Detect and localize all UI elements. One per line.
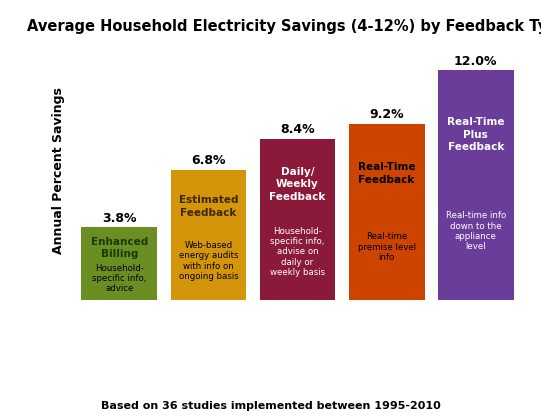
Text: Estimated
Feedback: Estimated Feedback	[179, 195, 238, 218]
Text: 6.8%: 6.8%	[191, 154, 226, 167]
Text: Enhanced
Billing: Enhanced Billing	[91, 236, 148, 259]
Text: Real-Time
Plus
Feedback: Real-Time Plus Feedback	[447, 117, 505, 152]
Text: 8.4%: 8.4%	[280, 123, 315, 136]
Bar	[438, 70, 513, 300]
Bar	[170, 170, 246, 300]
Text: Web-based
energy audits
with info on
ongoing basis: Web-based energy audits with info on ong…	[179, 241, 239, 281]
Text: Daily/
Weekly
Feedback: Daily/ Weekly Feedback	[269, 167, 326, 202]
Text: Based on 36 studies implemented between 1995-2010: Based on 36 studies implemented between …	[101, 401, 440, 411]
Bar	[82, 227, 157, 300]
Text: Real-Time
Feedback: Real-Time Feedback	[358, 162, 415, 185]
Text: Household-
specific info,
advice: Household- specific info, advice	[92, 264, 147, 293]
Text: “Direct” Feedback
(Provided Real Time): “Direct” Feedback (Provided Real Time)	[361, 311, 500, 341]
Text: Real-time info
down to the
appliance
level: Real-time info down to the appliance lev…	[446, 211, 506, 251]
Text: Real-time
premise level
info: Real-time premise level info	[358, 233, 415, 262]
Bar	[349, 124, 425, 300]
Title: Average Household Electricity Savings (4-12%) by Feedback Type: Average Household Electricity Savings (4…	[27, 19, 541, 34]
Text: 9.2%: 9.2%	[370, 108, 404, 121]
Text: 12.0%: 12.0%	[454, 55, 498, 68]
Bar	[260, 139, 335, 300]
Text: “Indirect” Feedback
(Provided after Consumption Occurs): “Indirect” Feedback (Provided after Cons…	[81, 311, 327, 341]
Y-axis label: Annual Percent Savings: Annual Percent Savings	[52, 88, 65, 254]
Text: Household-
specific info,
advise on
daily or
weekly basis: Household- specific info, advise on dail…	[270, 227, 325, 277]
Text: 3.8%: 3.8%	[102, 211, 136, 225]
